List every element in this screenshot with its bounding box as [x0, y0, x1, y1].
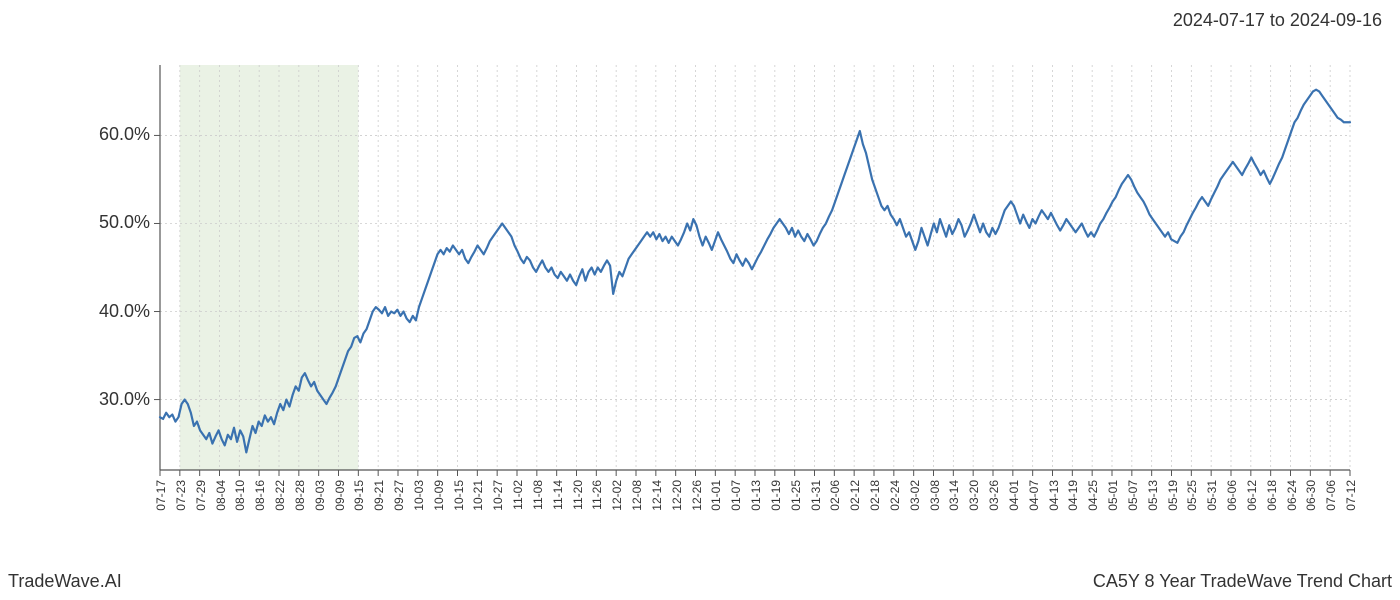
x-tick-label: 12-08 [630, 480, 644, 511]
y-tick-label: 30.0% [50, 389, 150, 410]
x-tick-label: 09-03 [313, 480, 327, 511]
x-tick-label: 10-15 [452, 480, 466, 511]
x-tick-label: 08-16 [253, 480, 267, 511]
x-tick-label: 08-28 [293, 480, 307, 511]
x-tick-label: 04-07 [1027, 480, 1041, 511]
x-tick-label: 07-23 [174, 480, 188, 511]
x-tick-label: 11-08 [531, 480, 545, 510]
x-tick-label: 01-13 [749, 480, 763, 511]
x-tick-label: 10-03 [412, 480, 426, 511]
footer-brand: TradeWave.AI [8, 571, 122, 592]
x-tick-label: 04-01 [1007, 480, 1021, 511]
x-tick-label: 04-13 [1047, 480, 1061, 511]
x-tick-label: 11-14 [551, 480, 565, 510]
x-tick-label: 09-09 [333, 480, 347, 511]
x-tick-label: 03-20 [967, 480, 981, 511]
x-tick-label: 08-22 [273, 480, 287, 511]
x-tick-label: 01-01 [709, 480, 723, 511]
x-tick-label: 05-31 [1205, 480, 1219, 511]
y-tick-label: 50.0% [50, 212, 150, 233]
x-tick-label: 06-18 [1265, 480, 1279, 511]
x-tick-label: 05-13 [1146, 480, 1160, 511]
x-tick-label: 01-25 [789, 480, 803, 511]
date-range-label: 2024-07-17 to 2024-09-16 [1173, 10, 1382, 31]
x-tick-label: 03-02 [908, 480, 922, 511]
x-tick-label: 07-12 [1344, 480, 1358, 511]
x-tick-label: 12-02 [610, 480, 624, 511]
x-tick-label: 08-10 [233, 480, 247, 511]
y-tick-label: 40.0% [50, 301, 150, 322]
x-tick-label: 09-15 [352, 480, 366, 511]
x-tick-label: 03-08 [928, 480, 942, 511]
x-tick-label: 11-02 [511, 480, 525, 510]
x-tick-label: 05-19 [1166, 480, 1180, 511]
x-tick-label: 02-24 [888, 480, 902, 511]
x-tick-label: 06-24 [1285, 480, 1299, 511]
x-tick-label: 05-07 [1126, 480, 1140, 511]
x-tick-label: 05-01 [1106, 480, 1120, 511]
x-tick-label: 06-30 [1304, 480, 1318, 511]
x-tick-label: 12-26 [690, 480, 704, 511]
chart-area: 30.0% 40.0% 50.0% 60.0% 07-17 07-23 07-29 08-0… [0, 55, 1400, 515]
x-tick-label: 09-21 [372, 480, 386, 511]
x-tick-label: 09-27 [392, 480, 406, 511]
x-tick-label: 08-04 [214, 480, 228, 511]
x-tick-label: 07-06 [1324, 480, 1338, 511]
x-tick-label: 04-25 [1086, 480, 1100, 511]
x-tick-label: 01-07 [729, 480, 743, 511]
x-tick-label: 03-26 [987, 480, 1001, 511]
x-tick-label: 02-18 [868, 480, 882, 511]
x-tick-label: 12-14 [650, 480, 664, 511]
x-tick-label: 11-20 [571, 480, 585, 510]
x-tick-label: 01-19 [769, 480, 783, 511]
x-tick-label: 04-19 [1066, 480, 1080, 511]
x-tick-label: 03-14 [947, 480, 961, 511]
x-tick-label: 10-27 [491, 480, 505, 511]
x-tick-label: 10-21 [471, 480, 485, 511]
x-tick-label: 01-31 [809, 480, 823, 511]
x-tick-label: 11-26 [590, 480, 604, 510]
x-tick-label: 12-20 [670, 480, 684, 511]
x-tick-label: 02-12 [848, 480, 862, 511]
x-tick-label: 10-09 [432, 480, 446, 511]
x-tick-label: 02-06 [828, 480, 842, 511]
y-tick-label: 60.0% [50, 124, 150, 145]
line-chart-svg [0, 55, 1400, 515]
footer-chart-title: CA5Y 8 Year TradeWave Trend Chart [1093, 571, 1392, 592]
x-tick-label: 07-29 [194, 480, 208, 511]
x-tick-label: 06-12 [1245, 480, 1259, 511]
x-tick-label: 07-17 [154, 480, 168, 511]
x-tick-label: 05-25 [1185, 480, 1199, 511]
x-tick-label: 06-06 [1225, 480, 1239, 511]
